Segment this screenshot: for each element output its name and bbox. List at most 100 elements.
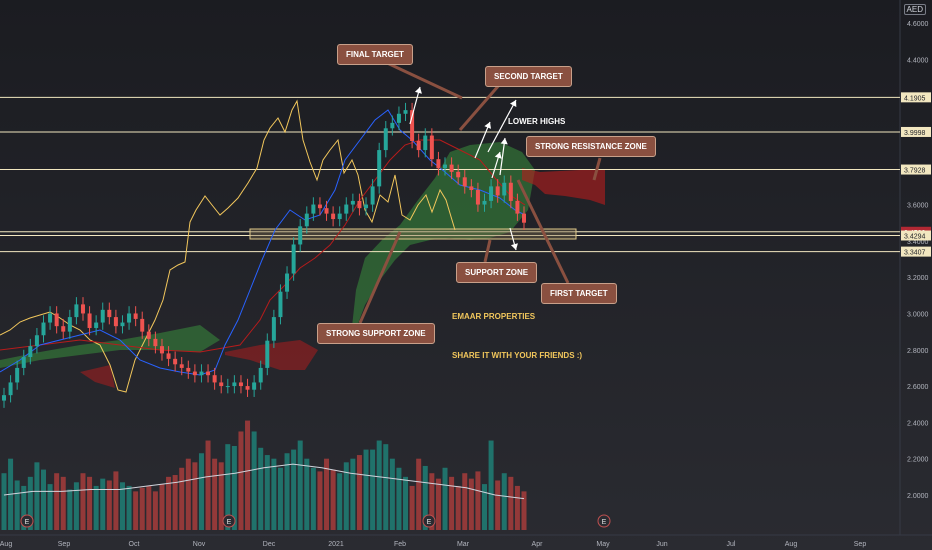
candle-body [317,204,322,209]
volume-bar [501,473,507,530]
x-tick-label: May [596,541,610,548]
volume-bar [403,476,409,530]
volume-bar [238,431,244,530]
annotation-arrow [409,86,421,125]
volume-average-line [3,463,525,500]
candle-body [502,182,507,196]
ichimoku-cloud-early [0,325,220,368]
y-tick-label: 3.4000 [907,239,929,246]
volume-bar [495,480,501,530]
candle-body [120,322,125,327]
volume-bar [119,482,125,530]
x-tick-label: Aug [0,541,12,548]
volume-bar [324,458,330,530]
candle-body [238,382,243,387]
candle-body [469,186,474,191]
candle-body [252,382,257,390]
candle-body [192,371,197,376]
volume-bar [179,467,185,530]
candle-body [370,186,375,205]
volume-bar [482,484,488,530]
chart-title-emaar: EMAAR PROPERTIES [452,312,536,321]
candle-body [186,367,191,372]
volume-bar [54,473,60,530]
candle-body [225,386,230,388]
volume-bar [449,476,455,530]
candle-body [390,122,395,129]
candle-body [28,346,33,358]
volume-bar [113,471,119,530]
volume-bar [258,447,264,530]
level-label: 4.1905 [904,95,926,102]
y-tick-label: 2.8000 [907,348,929,355]
candle-body [265,340,270,368]
volume-bar [356,455,362,530]
callout-pointer-second-target [458,83,502,131]
candle-body [285,273,290,292]
volume-bar [284,453,290,530]
annotation-strong-support-zone: STRONG SUPPORT ZONE [317,323,435,344]
volume-bar [343,462,349,530]
volume-bar [468,478,474,530]
candle-body [41,322,46,336]
candle-body [140,318,145,332]
level-label-bg [901,126,931,137]
annotation-arrowhead [500,138,508,145]
annotation-second-target: SECOND TARGET [485,66,572,87]
volume-bar [27,476,33,530]
earnings-event-marker [597,514,611,528]
candle-body [153,338,158,347]
volume-bar [264,455,270,530]
earnings-event-marker [222,514,236,528]
support-box [249,228,577,240]
annotation-first-target: FIRST TARGET [541,283,617,304]
candle-body [403,110,408,114]
earnings-event-label: E [427,519,432,526]
volume-bar [1,473,7,530]
candle-body [489,186,494,201]
volume-bar [475,471,481,530]
candle-body [522,213,526,223]
volume-bar [429,473,435,530]
earnings-event-label: E [25,519,30,526]
volume-bar [337,473,343,530]
volume-bar [14,480,20,530]
candle-body [87,313,92,328]
volume-bar [277,467,283,530]
volume-bar [100,478,106,530]
y-tick-label: 2.4000 [907,420,929,427]
volume-bar [93,485,99,530]
volume-bar [317,471,323,530]
candle-body [331,213,336,220]
candle-body [67,317,72,332]
earnings-event-label: E [602,519,607,526]
annotation-final-target: FINAL TARGET [337,44,413,65]
x-tick-label: Aug [785,541,798,548]
volume-bar [67,489,73,530]
volume-bar [146,485,152,530]
level-label-bg [901,164,931,175]
chikou-line [0,99,456,393]
ichimoku-cloud-bearish [225,340,318,370]
candle-body [304,213,309,227]
ichimoku-cloud-bullish [350,142,535,345]
candle-body [337,213,342,220]
annotation-lower-highs: LOWER HIGHS [508,117,566,126]
x-tick-label: Jun [656,541,667,548]
volume-bar [310,467,316,530]
candle-body [34,335,39,347]
candle-body [245,386,250,390]
annotation-arrow [499,137,506,176]
candle-body [377,150,382,187]
candle-body [410,110,415,141]
candle-body [258,367,263,383]
annotation-support-zone: SUPPORT ZONE [456,262,538,283]
volume-bar [225,444,231,530]
volume-bar [133,491,139,530]
volume-bar [87,476,93,530]
level-label: 3.7928 [904,168,926,175]
volume-bar [383,444,389,530]
candle-body [21,357,26,368]
